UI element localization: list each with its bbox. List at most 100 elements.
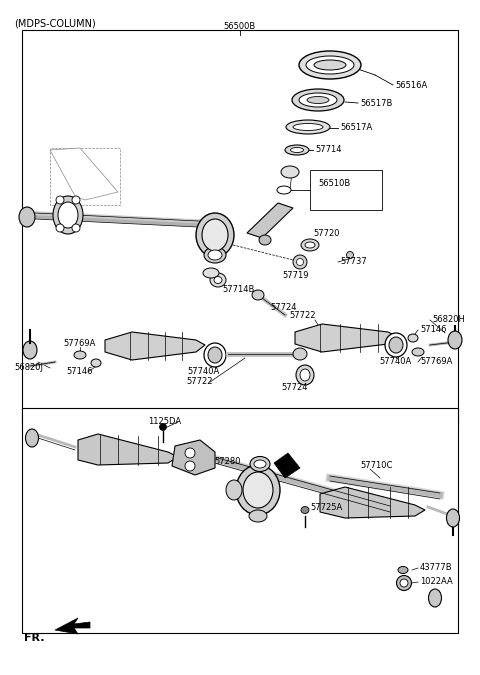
Polygon shape	[274, 453, 300, 478]
Text: 1125DA: 1125DA	[148, 418, 181, 427]
Ellipse shape	[243, 472, 273, 508]
Text: 57714B: 57714B	[222, 286, 254, 294]
Ellipse shape	[19, 207, 35, 227]
Ellipse shape	[249, 510, 267, 522]
Ellipse shape	[398, 566, 408, 574]
Text: 57280: 57280	[214, 458, 240, 466]
Bar	[310, 170, 382, 210]
Text: 56820J: 56820J	[14, 364, 43, 373]
Ellipse shape	[301, 239, 319, 251]
Ellipse shape	[23, 341, 37, 359]
Text: 57714: 57714	[315, 146, 341, 155]
Ellipse shape	[301, 506, 309, 514]
Text: 56516A: 56516A	[395, 80, 427, 90]
Ellipse shape	[56, 196, 64, 204]
Ellipse shape	[400, 579, 408, 587]
Ellipse shape	[297, 259, 303, 265]
Text: FR.: FR.	[24, 633, 45, 643]
Ellipse shape	[254, 460, 266, 468]
Ellipse shape	[58, 202, 78, 228]
Text: 57722: 57722	[290, 310, 316, 319]
Ellipse shape	[286, 120, 330, 134]
Polygon shape	[78, 434, 178, 465]
Ellipse shape	[204, 343, 226, 367]
Ellipse shape	[56, 224, 64, 232]
Ellipse shape	[307, 97, 329, 103]
Ellipse shape	[72, 196, 80, 204]
Polygon shape	[320, 487, 425, 518]
Ellipse shape	[196, 213, 234, 257]
Ellipse shape	[250, 456, 270, 472]
Text: 57725A: 57725A	[310, 504, 342, 512]
Ellipse shape	[299, 51, 361, 79]
Text: 57724: 57724	[270, 304, 297, 313]
Polygon shape	[295, 324, 398, 352]
Polygon shape	[105, 332, 205, 360]
Ellipse shape	[306, 56, 354, 74]
Ellipse shape	[296, 365, 314, 385]
Ellipse shape	[292, 89, 344, 111]
Ellipse shape	[185, 461, 195, 471]
Text: 57740A: 57740A	[188, 367, 220, 377]
Text: 57146: 57146	[420, 325, 446, 335]
Text: 56510B: 56510B	[318, 178, 350, 188]
Polygon shape	[55, 618, 90, 634]
Text: 56500B: 56500B	[224, 22, 256, 31]
Polygon shape	[247, 203, 293, 238]
Ellipse shape	[314, 60, 346, 70]
Ellipse shape	[252, 290, 264, 300]
Ellipse shape	[281, 166, 299, 178]
Ellipse shape	[389, 337, 403, 353]
Ellipse shape	[293, 348, 307, 360]
Text: 1022AA: 1022AA	[420, 578, 453, 587]
Ellipse shape	[293, 124, 323, 130]
Ellipse shape	[203, 268, 219, 278]
Ellipse shape	[72, 224, 80, 232]
Ellipse shape	[385, 333, 407, 357]
Text: 57720: 57720	[313, 230, 339, 238]
Text: 43777B: 43777B	[420, 564, 453, 572]
Ellipse shape	[285, 145, 309, 155]
Bar	[22, 30, 458, 425]
Ellipse shape	[236, 465, 280, 515]
Polygon shape	[50, 148, 118, 200]
Text: 57719: 57719	[283, 271, 309, 279]
Text: 57724: 57724	[282, 383, 308, 392]
Ellipse shape	[202, 219, 228, 251]
Text: 57710C: 57710C	[360, 460, 392, 470]
Ellipse shape	[290, 148, 303, 153]
Ellipse shape	[396, 576, 411, 591]
Ellipse shape	[293, 255, 307, 269]
Ellipse shape	[208, 250, 222, 260]
Text: 57722: 57722	[187, 377, 213, 387]
Ellipse shape	[412, 348, 424, 356]
Ellipse shape	[53, 196, 83, 234]
Polygon shape	[172, 440, 215, 475]
Ellipse shape	[277, 186, 291, 194]
Ellipse shape	[448, 331, 462, 349]
Text: 56517B: 56517B	[360, 99, 392, 107]
Ellipse shape	[204, 247, 226, 263]
Ellipse shape	[299, 93, 337, 107]
Ellipse shape	[91, 359, 101, 367]
Ellipse shape	[159, 423, 167, 431]
Text: 57769A: 57769A	[64, 338, 96, 348]
Text: 57769A: 57769A	[420, 358, 452, 367]
Ellipse shape	[25, 429, 38, 447]
Text: 57740A: 57740A	[379, 358, 411, 367]
Text: (MDPS-COLUMN): (MDPS-COLUMN)	[14, 18, 96, 28]
Ellipse shape	[208, 347, 222, 363]
Bar	[22, 408, 458, 633]
Ellipse shape	[185, 448, 195, 458]
Text: 56820H: 56820H	[432, 315, 465, 325]
Text: 57146: 57146	[67, 367, 93, 377]
Ellipse shape	[259, 235, 271, 245]
Ellipse shape	[214, 277, 222, 284]
Ellipse shape	[446, 509, 459, 527]
Text: 56517A: 56517A	[340, 124, 372, 132]
Ellipse shape	[74, 351, 86, 359]
Ellipse shape	[429, 589, 442, 607]
Ellipse shape	[300, 369, 310, 381]
Ellipse shape	[408, 334, 418, 342]
Text: 57737: 57737	[340, 257, 367, 267]
